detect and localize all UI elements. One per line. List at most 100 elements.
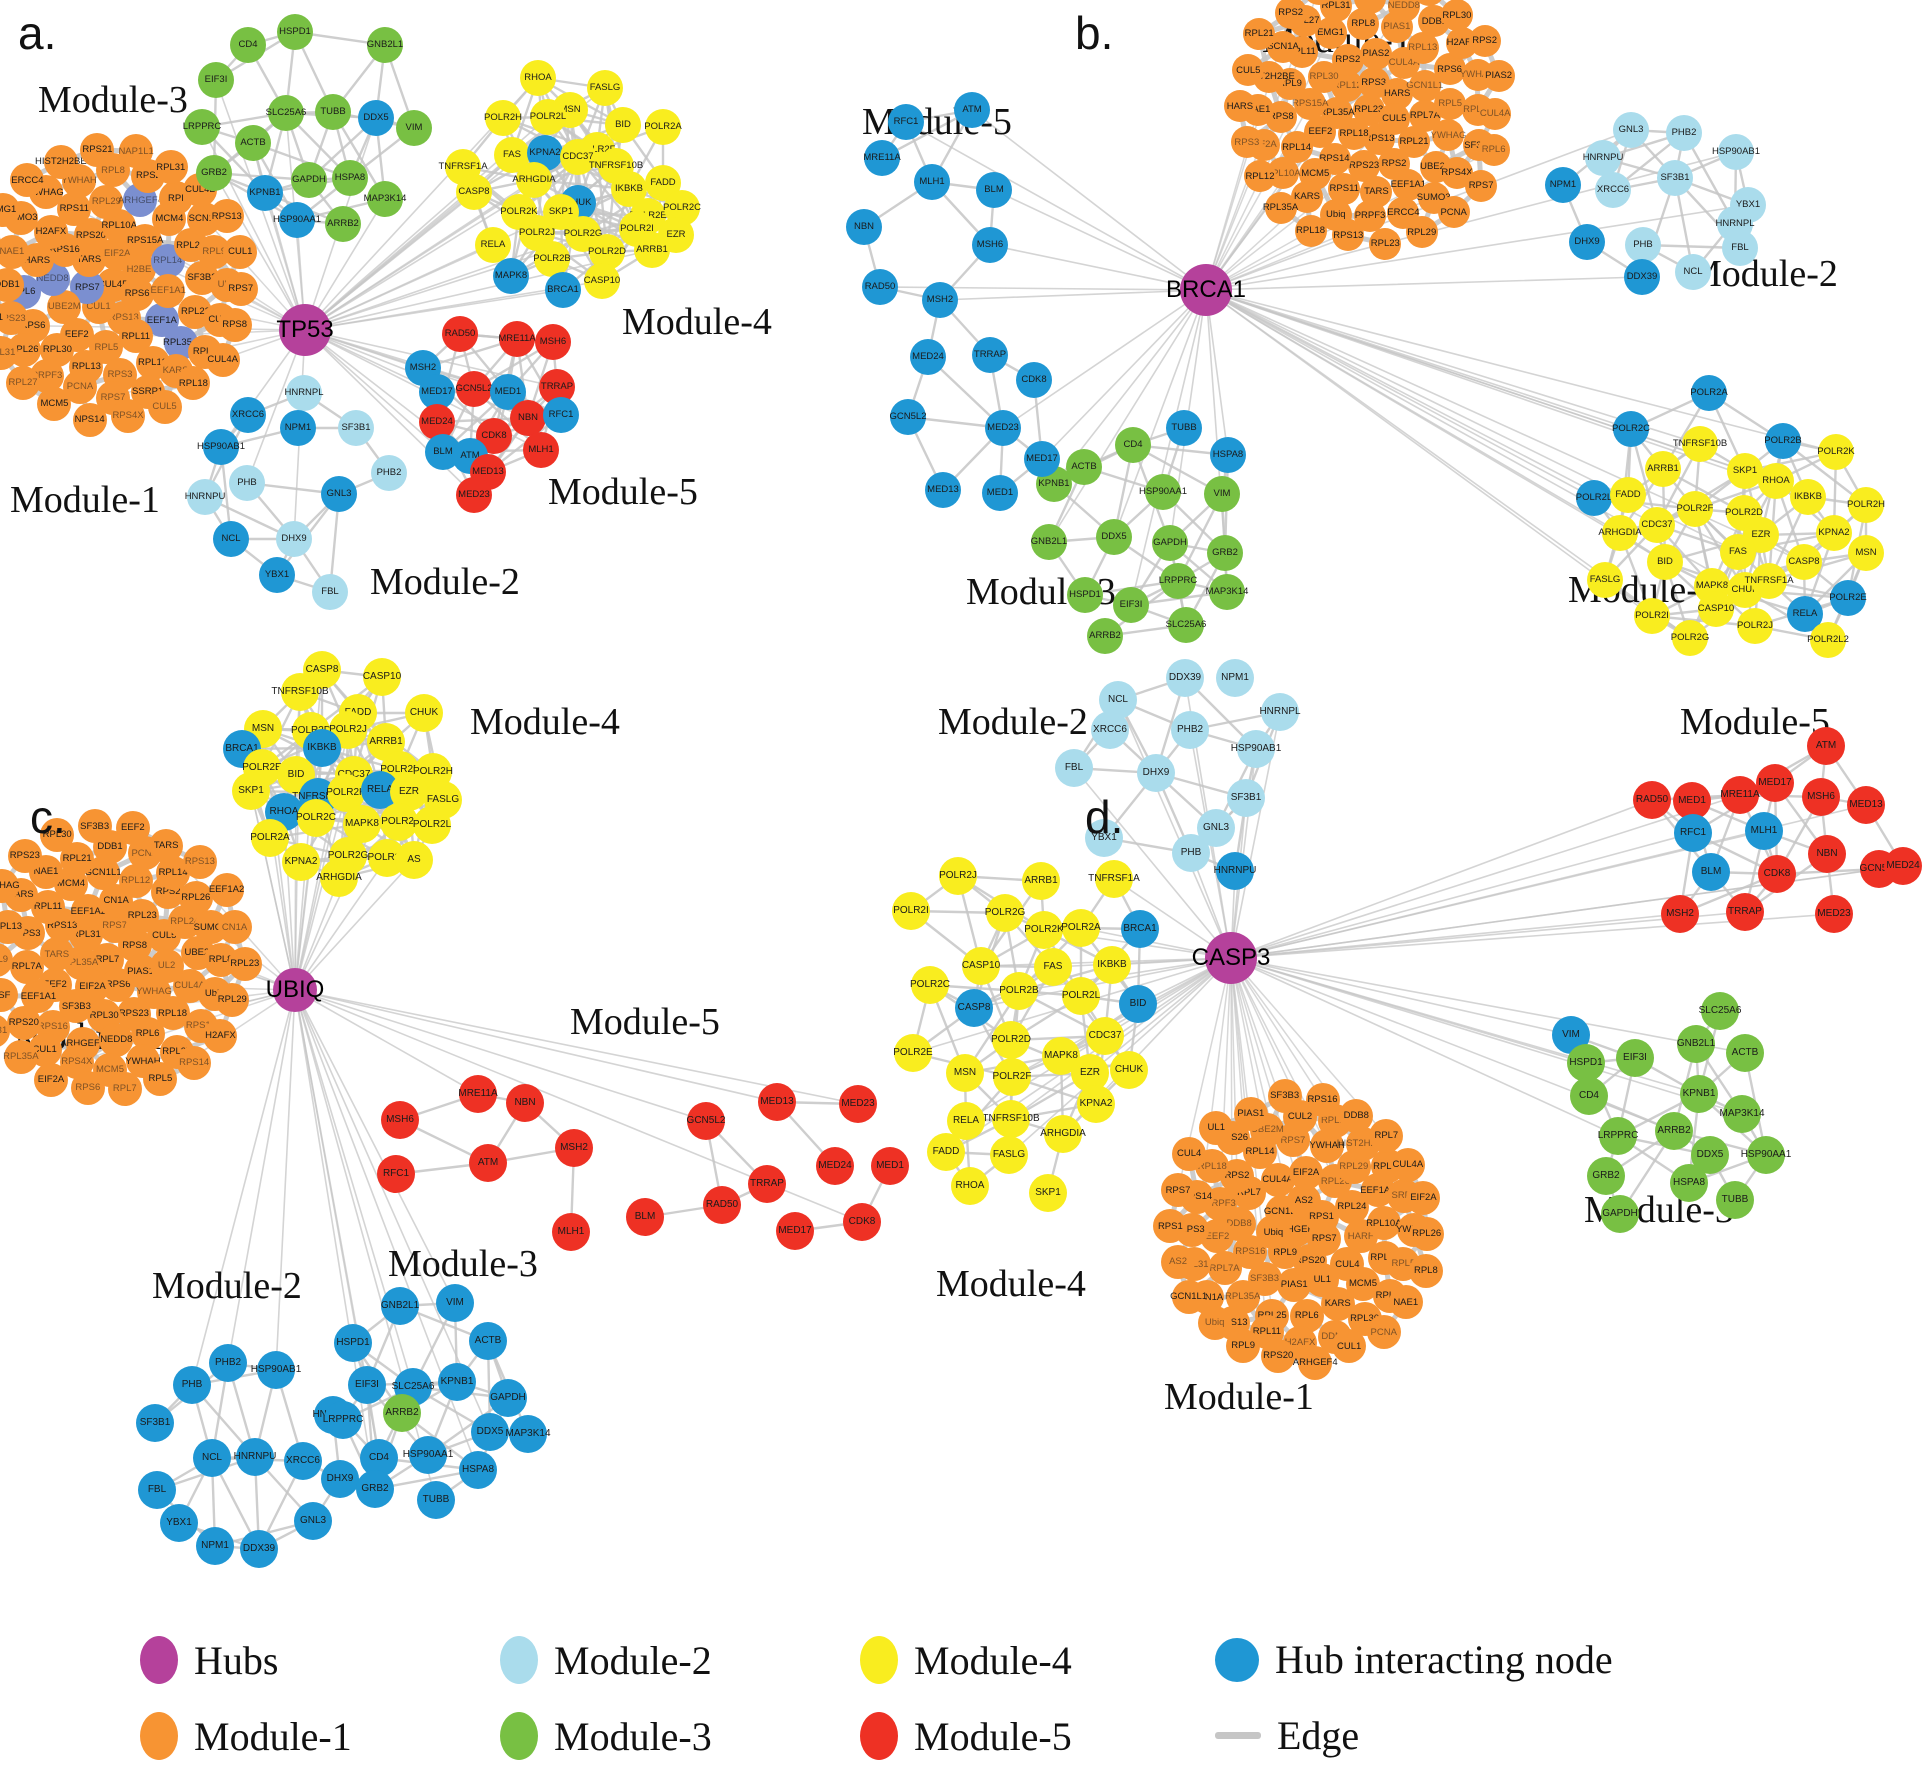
network-node[interactable]: RFC1 [377,1155,415,1193]
network-node[interactable]: MLH1 [552,1213,590,1251]
network-node[interactable]: PHB2 [1171,711,1209,749]
network-node[interactable]: CASP10 [1698,591,1734,627]
network-node[interactable]: MLH1 [914,164,950,200]
network-node[interactable]: RPL12 [1243,160,1276,193]
network-node[interactable]: GAPDH [489,1379,527,1417]
network-node[interactable]: POLR2F [1677,491,1713,527]
network-node[interactable]: RPL23 [1369,227,1402,260]
network-node[interactable]: PIAS2 [1482,60,1515,93]
network-node[interactable]: POLR2L [413,806,451,844]
network-node[interactable]: TUBB [1166,410,1202,446]
network-node[interactable]: ARRB2 [1655,1112,1693,1150]
network-node[interactable]: POLR2J [1737,608,1773,644]
network-node[interactable]: KPNA2 [282,843,320,881]
network-node[interactable]: RPS3 [1230,126,1263,159]
network-node[interactable]: BID [1119,985,1157,1023]
network-node[interactable]: ARRB1 [1022,862,1060,900]
network-node[interactable]: PIAS1 [1233,1096,1268,1131]
network-node[interactable]: RPL7 [1369,1118,1404,1153]
network-node[interactable]: GNB2L1 [1031,524,1067,560]
network-node[interactable]: HSP90AB1 [1712,134,1760,170]
network-node[interactable]: RPS21 [80,132,115,167]
network-node[interactable]: TARS [39,937,74,972]
network-node[interactable]: ACTB [469,1322,507,1360]
network-node[interactable]: MSN [946,1054,984,1092]
network-node[interactable]: CASP10 [962,947,1000,985]
network-node[interactable]: RPL23 [227,946,262,981]
network-node[interactable]: DDX5 [358,100,394,136]
network-node[interactable]: RPS14 [177,1045,212,1080]
network-node[interactable]: TUBB [417,1481,455,1519]
network-node[interactable]: HNRNPL [284,375,324,411]
network-node[interactable]: FASLG [587,70,623,106]
network-node[interactable]: NPM1 [1216,659,1254,697]
network-node[interactable]: IKBKB [1790,479,1826,515]
network-node[interactable]: MSH6 [535,324,571,360]
network-node[interactable]: TNFRSF1A [1088,860,1140,898]
network-node[interactable]: RAD50 [1633,781,1671,819]
network-node[interactable]: RPL26 [1409,1216,1444,1251]
network-node[interactable]: BLM [976,172,1012,208]
network-node[interactable]: ARRB2 [383,1394,421,1432]
network-node[interactable]: BLM [1692,853,1730,891]
network-node[interactable]: HARS [1223,90,1256,123]
network-node[interactable]: RPL27 [6,365,41,400]
network-node[interactable]: LRPPRC [1598,1117,1638,1155]
network-node[interactable]: KPNA2 [1816,515,1852,551]
network-node[interactable]: KPNB1 [247,175,283,211]
network-node[interactable]: AS [395,841,433,879]
network-node[interactable]: PHB2 [209,1344,247,1382]
network-node[interactable]: ATM [469,1144,507,1182]
network-node[interactable]: CUL4A [1390,1147,1425,1182]
network-node[interactable]: GRB2 [356,1470,394,1508]
network-node[interactable]: HSP90AB1 [1231,730,1281,768]
network-node[interactable]: PHB [229,465,265,501]
network-node[interactable]: EIF3I [1113,587,1149,623]
network-node[interactable]: MCM5 [37,387,72,421]
network-node[interactable]: BRCA1 [1121,910,1159,948]
network-node[interactable]: RFC1 [1674,814,1712,852]
network-node[interactable]: POLR2A [250,819,290,857]
network-node[interactable]: EIF3I [348,1366,386,1404]
network-node[interactable]: RPL9 [1226,1328,1261,1363]
network-node[interactable]: XRCC6 [230,397,266,433]
network-node[interactable]: SLC25A6 [266,95,306,131]
network-node[interactable]: TNFRSF10B [1673,426,1727,462]
network-node[interactable]: DHX9 [276,521,312,557]
network-node[interactable]: GAPDH [291,162,327,198]
network-node[interactable]: FBL [1722,230,1758,266]
network-node[interactable]: POLR2K [1024,911,1064,949]
network-node[interactable]: RPS13 [182,845,217,880]
network-node[interactable]: MED23 [839,1085,877,1123]
network-node[interactable]: RPL8 [1408,1253,1443,1288]
network-node[interactable]: DDX39 [1624,259,1660,295]
network-node[interactable]: NCL [213,521,249,557]
network-node[interactable]: KPNB1 [438,1363,476,1401]
network-node[interactable]: CASP8 [1786,544,1822,580]
network-node[interactable]: RPL29 [1405,216,1438,249]
network-node[interactable]: RPS6 [70,1071,105,1105]
network-node[interactable]: POLR2H [484,100,522,136]
network-node[interactable]: HNRNPU [234,1438,276,1476]
network-node[interactable]: PCNA [1437,196,1470,229]
network-node[interactable]: TUBB [315,94,351,130]
network-node[interactable]: FBL [312,574,348,610]
network-node[interactable]: HSPA8 [1210,437,1246,473]
network-node[interactable]: MSH6 [381,1101,419,1139]
network-node[interactable]: FAS [1034,948,1072,986]
network-node[interactable]: RPL7 [107,1072,142,1107]
network-node[interactable]: DHX9 [1569,224,1605,260]
network-node[interactable]: POLR2A [1061,909,1101,947]
network-node[interactable]: NBN [506,1084,544,1122]
network-node[interactable]: HSPA8 [332,160,368,196]
network-node[interactable]: MSH2 [555,1129,593,1167]
network-node[interactable]: POLR2G [985,894,1025,932]
network-node[interactable]: MED24 [910,339,946,375]
network-node[interactable]: RPL5 [143,1062,178,1097]
network-node[interactable]: DDX5 [471,1413,509,1451]
network-node[interactable]: CD4 [230,27,266,63]
network-node[interactable]: MSH2 [922,282,958,318]
network-node[interactable]: GNB2L1 [381,1287,419,1325]
network-node[interactable]: MRE11A [1720,776,1760,814]
network-node[interactable]: DHX9 [321,1460,359,1498]
